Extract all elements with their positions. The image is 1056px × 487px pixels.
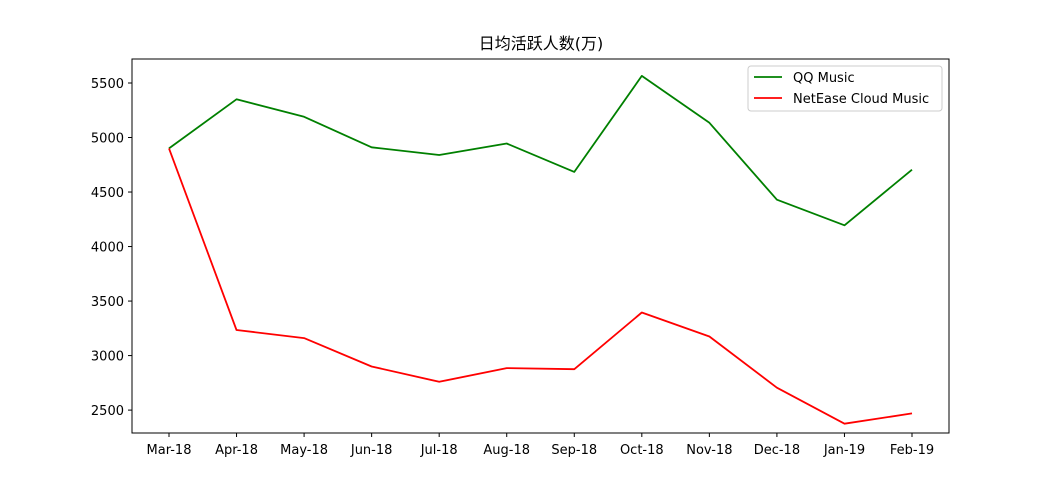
y-tick-label: 2500 bbox=[91, 404, 124, 419]
x-tick-label: Mar-18 bbox=[147, 443, 192, 458]
x-tick-label: Jun-18 bbox=[350, 443, 393, 458]
y-tick-label: 3500 bbox=[91, 295, 124, 310]
plot-frame bbox=[131, 58, 950, 434]
y-axis: 2500 3000 3500 4000 4500 5000 5500 bbox=[91, 77, 132, 419]
x-tick-label: Dec-18 bbox=[754, 443, 800, 458]
x-tick-label: May-18 bbox=[280, 443, 328, 458]
legend-label: QQ Music bbox=[793, 71, 855, 86]
x-tick-label: Sep-18 bbox=[551, 443, 597, 458]
y-tick-label: 4500 bbox=[91, 186, 124, 201]
legend: QQ Music NetEase Cloud Music bbox=[747, 65, 943, 112]
y-tick-label: 5500 bbox=[91, 77, 124, 92]
y-tick-label: 5000 bbox=[91, 132, 124, 147]
y-tick-label: 3000 bbox=[91, 350, 124, 365]
chart-title: 日均活跃人数(万) bbox=[479, 34, 604, 53]
legend-label: NetEase Cloud Music bbox=[793, 92, 929, 107]
x-tick-label: Apr-18 bbox=[215, 443, 258, 458]
series-line-qq-music bbox=[168, 75, 913, 227]
x-tick-label: Jan-19 bbox=[823, 443, 865, 458]
x-axis: Mar-18 Apr-18 May-18 Jun-18 Jul-18 Aug-18 Sep-… bbox=[147, 433, 934, 458]
x-tick-label: Aug-18 bbox=[483, 443, 530, 458]
x-tick-label: Oct-18 bbox=[620, 443, 664, 458]
y-tick-label: 4000 bbox=[91, 241, 124, 256]
legend-box bbox=[747, 65, 943, 112]
x-tick-label: Jul-18 bbox=[420, 443, 458, 458]
series-lines bbox=[168, 75, 913, 425]
x-tick-label: Nov-18 bbox=[686, 443, 732, 458]
series-line-netease-cloud-music bbox=[168, 148, 913, 425]
x-tick-label: Feb-19 bbox=[890, 443, 934, 458]
